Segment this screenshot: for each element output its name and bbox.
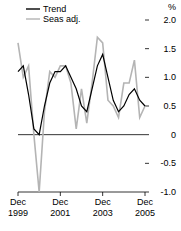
x-tick — [102, 192, 103, 196]
y-tick — [145, 163, 149, 164]
x-tick-label-line: Dec — [95, 197, 112, 207]
y-tick-label: -1.0 — [160, 187, 176, 197]
legend-swatch — [26, 18, 40, 19]
y-tick — [145, 20, 149, 21]
y-tick — [145, 192, 149, 193]
y-tick-label: 1.5 — [163, 44, 176, 54]
y-tick — [145, 134, 149, 135]
x-tick-label: Dec2005 — [135, 197, 155, 218]
x-tick-label-line: 1999 — [8, 208, 28, 218]
x-tick-label-line: Dec — [137, 197, 154, 207]
y-tick-label: -0.5 — [160, 158, 176, 168]
y-tick-label: 0.5 — [163, 101, 176, 111]
plot-area — [18, 37, 145, 192]
x-tick-label-line: Dec — [52, 197, 69, 207]
x-tick-label-line: 2003 — [93, 208, 113, 218]
legend: TrendSeas adj. — [26, 4, 81, 24]
y-tick — [145, 77, 149, 78]
x-tick-label-line: 2005 — [135, 208, 155, 218]
y-label: % — [168, 2, 176, 12]
series-line — [18, 37, 145, 192]
x-axis — [18, 192, 145, 193]
x-tick — [145, 192, 146, 196]
x-tick — [18, 192, 19, 196]
x-tick-label-line: 2001 — [50, 208, 70, 218]
series-line — [18, 54, 145, 134]
x-tick-label-line: Dec — [10, 197, 27, 207]
legend-label: Trend — [43, 4, 66, 14]
x-tick-label: Dec2001 — [50, 197, 70, 218]
y-tick-label: 1.0 — [163, 72, 176, 82]
x-tick — [60, 192, 61, 196]
x-tick-label: Dec1999 — [8, 197, 28, 218]
y-tick-label: 2.0 — [163, 15, 176, 25]
y-tick-label: 0 — [171, 130, 176, 140]
legend-swatch — [26, 8, 40, 9]
y-tick — [145, 48, 149, 49]
legend-label: Seas adj. — [43, 14, 81, 24]
x-tick-label: Dec2003 — [93, 197, 113, 218]
chart: %-1.0-0.500.51.01.52.0Dec1999Dec2001Dec2… — [0, 0, 181, 231]
zero-line — [18, 134, 145, 135]
